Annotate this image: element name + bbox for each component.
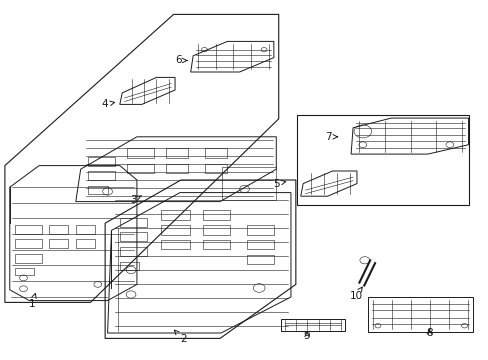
Text: 7: 7 <box>325 132 337 142</box>
Text: 6: 6 <box>175 55 187 66</box>
Text: 5: 5 <box>272 179 285 189</box>
Text: 2: 2 <box>174 330 186 344</box>
Text: 1: 1 <box>28 293 36 309</box>
Text: 9: 9 <box>303 330 310 341</box>
Text: 3: 3 <box>129 195 142 205</box>
Text: 10: 10 <box>349 287 362 301</box>
Text: 8: 8 <box>425 328 432 338</box>
Text: 4: 4 <box>102 99 114 109</box>
